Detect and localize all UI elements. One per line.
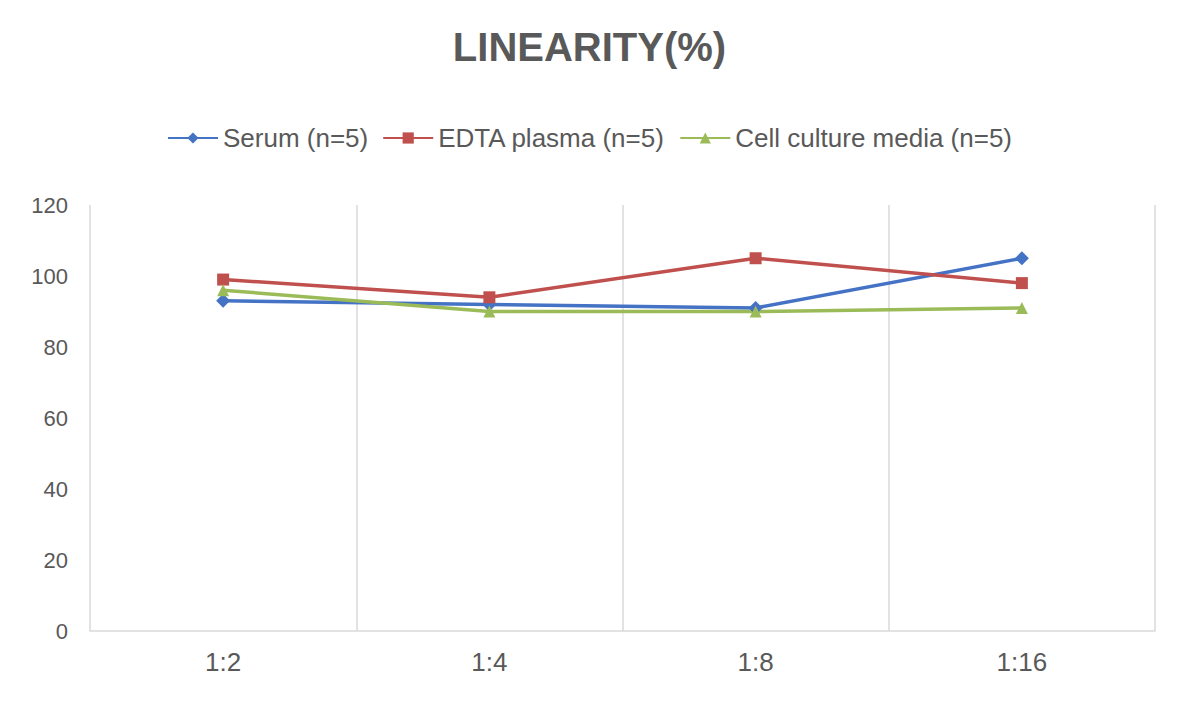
svg-text:100: 100: [31, 264, 68, 289]
svg-text:Serum (n=5): Serum (n=5): [223, 123, 368, 153]
svg-text:Cell culture media (n=5): Cell culture media (n=5): [735, 123, 1012, 153]
svg-text:1:2: 1:2: [205, 647, 241, 677]
svg-text:80: 80: [44, 335, 68, 360]
svg-text:60: 60: [44, 406, 68, 431]
svg-text:0: 0: [56, 619, 68, 644]
svg-text:40: 40: [44, 477, 68, 502]
svg-text:20: 20: [44, 548, 68, 573]
svg-text:EDTA plasma (n=5): EDTA plasma (n=5): [438, 123, 664, 153]
svg-text:LINEARITY(%): LINEARITY(%): [453, 25, 726, 69]
svg-text:1:16: 1:16: [997, 647, 1048, 677]
svg-text:1:4: 1:4: [471, 647, 507, 677]
svg-text:1:8: 1:8: [738, 647, 774, 677]
svg-text:120: 120: [31, 193, 68, 218]
